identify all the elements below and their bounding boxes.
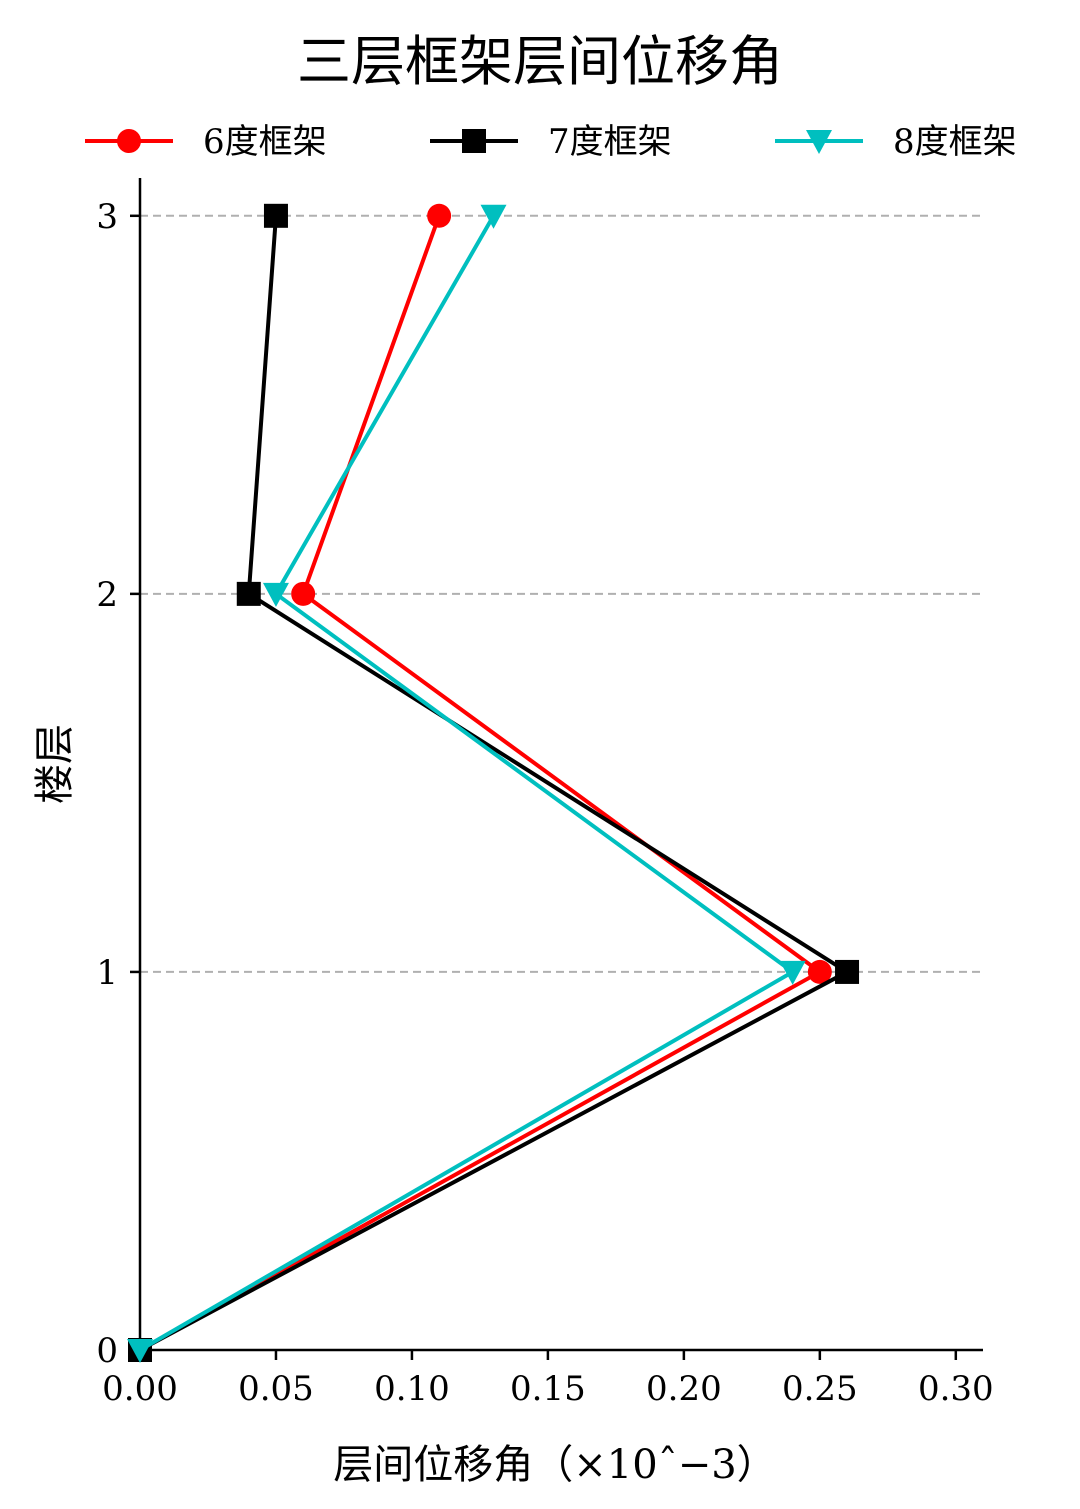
series-line-3 xyxy=(138,214,797,1352)
x-tick-label: 0.00 xyxy=(102,1369,178,1409)
legend-item-1: 6度框架 xyxy=(85,122,327,162)
x-tick-label: 0.15 xyxy=(510,1369,586,1409)
legend-marker xyxy=(117,129,141,153)
legend-marker xyxy=(462,129,486,153)
data-point-1 xyxy=(807,959,832,984)
x-tick-label: 0.25 xyxy=(782,1369,858,1409)
x-axis-label: 层间位移角（×10ˆ−3） xyxy=(333,1442,776,1488)
y-tick-label: 0 xyxy=(96,1331,118,1371)
y-tick-label: 3 xyxy=(96,197,118,237)
legend-label: 6度框架 xyxy=(203,122,327,162)
y-axis-label: 楼层 xyxy=(32,724,78,804)
series-3 xyxy=(127,204,806,1363)
data-point-3 xyxy=(779,960,806,985)
data-point-3 xyxy=(262,582,289,607)
data-point-1 xyxy=(427,203,452,228)
data-point-2 xyxy=(263,203,288,228)
data-point-3 xyxy=(127,1339,153,1363)
x-tick-label: 0.10 xyxy=(374,1369,450,1409)
legend-marker xyxy=(806,130,832,154)
series-line-1 xyxy=(139,215,824,1352)
series-line-2 xyxy=(139,215,852,1352)
legend-item-3: 8度框架 xyxy=(775,122,1017,162)
x-tick-label: 0.30 xyxy=(918,1369,994,1409)
data-point-1 xyxy=(291,581,316,606)
legend-label: 8度框架 xyxy=(893,122,1017,162)
series-group xyxy=(127,203,860,1363)
legend: 6度框架 7度框架 8度框架 xyxy=(85,122,1017,162)
data-point-2 xyxy=(236,581,261,606)
series-1 xyxy=(128,203,832,1362)
axes: 0.00 0.05 0.10 0.15 0.20 0.25 0.30 0 1 2 3 xyxy=(96,178,994,1409)
legend-label: 7度框架 xyxy=(548,122,672,162)
series-2 xyxy=(128,203,860,1362)
y-tick-label: 2 xyxy=(96,575,118,615)
data-point-2 xyxy=(835,959,860,984)
x-tick-label: 0.05 xyxy=(238,1369,314,1409)
chart-title: 三层框架层间位移角 xyxy=(297,30,783,93)
legend-item-2: 7度框架 xyxy=(430,122,672,162)
y-tick-label: 1 xyxy=(96,953,118,993)
data-point-3 xyxy=(480,204,507,229)
x-tick-label: 0.20 xyxy=(646,1369,722,1409)
